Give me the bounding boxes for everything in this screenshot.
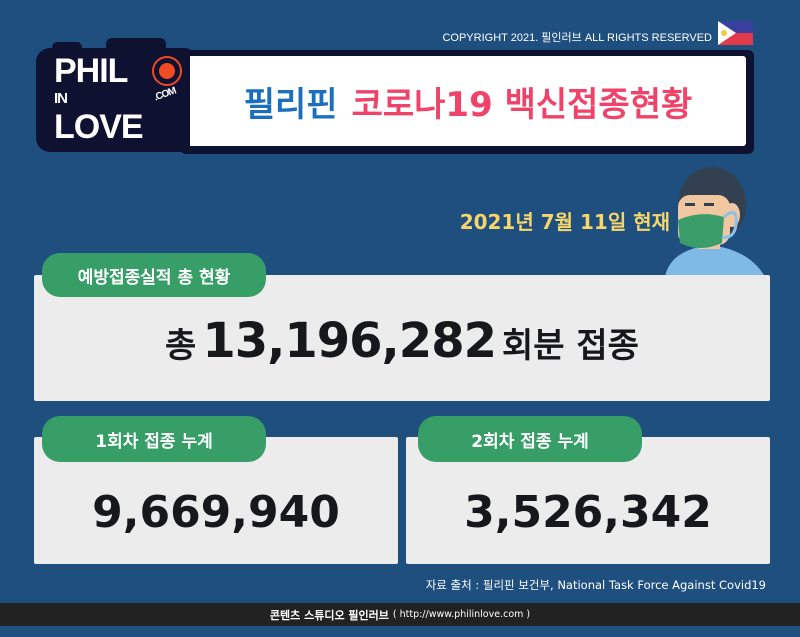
first-dose-label-badge: 1회차 접종 누계 bbox=[42, 416, 266, 462]
title-part-2: 코로나19 백신접종현황 bbox=[351, 84, 693, 125]
footer-studio: 콘텐츠 스튜디오 필인러브 bbox=[269, 608, 389, 622]
masked-person-illustration bbox=[660, 165, 770, 277]
logo-text: PHIL bbox=[54, 52, 128, 90]
second-dose-value: 3,526,342 bbox=[464, 487, 712, 538]
total-suffix: 회분 접종 bbox=[501, 326, 639, 366]
footer-bar: 콘텐츠 스튜디오 필인러브 ( http://www.philinlove.co… bbox=[0, 603, 800, 626]
philippines-flag-icon bbox=[718, 21, 753, 45]
philinlove-logo: PHIL .COM IN LOVE bbox=[36, 48, 198, 152]
footer-url: ( http://www.philinlove.com ) bbox=[392, 609, 531, 620]
total-prefix: 총 bbox=[165, 326, 197, 366]
total-label-badge: 예방접종실적 총 현황 bbox=[42, 253, 266, 297]
logo-camera-top bbox=[52, 42, 82, 52]
page-title: 필리핀 코로나19 백신접종현황 bbox=[190, 56, 746, 146]
logo-text: LOVE bbox=[54, 108, 144, 146]
camera-aperture-icon bbox=[154, 58, 180, 84]
copyright-text: COPYRIGHT 2021. 필인러브 ALL RIGHTS RESERVED bbox=[442, 32, 712, 44]
second-dose-card: 3,526,342 bbox=[406, 437, 770, 564]
total-value: 13,196,282 bbox=[202, 313, 497, 369]
logo-domain: .COM bbox=[152, 85, 178, 104]
title-part-1: 필리핀 bbox=[243, 84, 338, 125]
date-label: 2021년 7월 11일 현재 bbox=[459, 210, 670, 234]
logo-text: IN bbox=[54, 90, 68, 107]
source-text: 자료 출처 : 필리핀 보건부, National Task Force Aga… bbox=[425, 578, 766, 592]
second-dose-label-badge: 2회차 접종 누계 bbox=[418, 416, 642, 462]
first-dose-value: 9,669,940 bbox=[92, 487, 340, 538]
